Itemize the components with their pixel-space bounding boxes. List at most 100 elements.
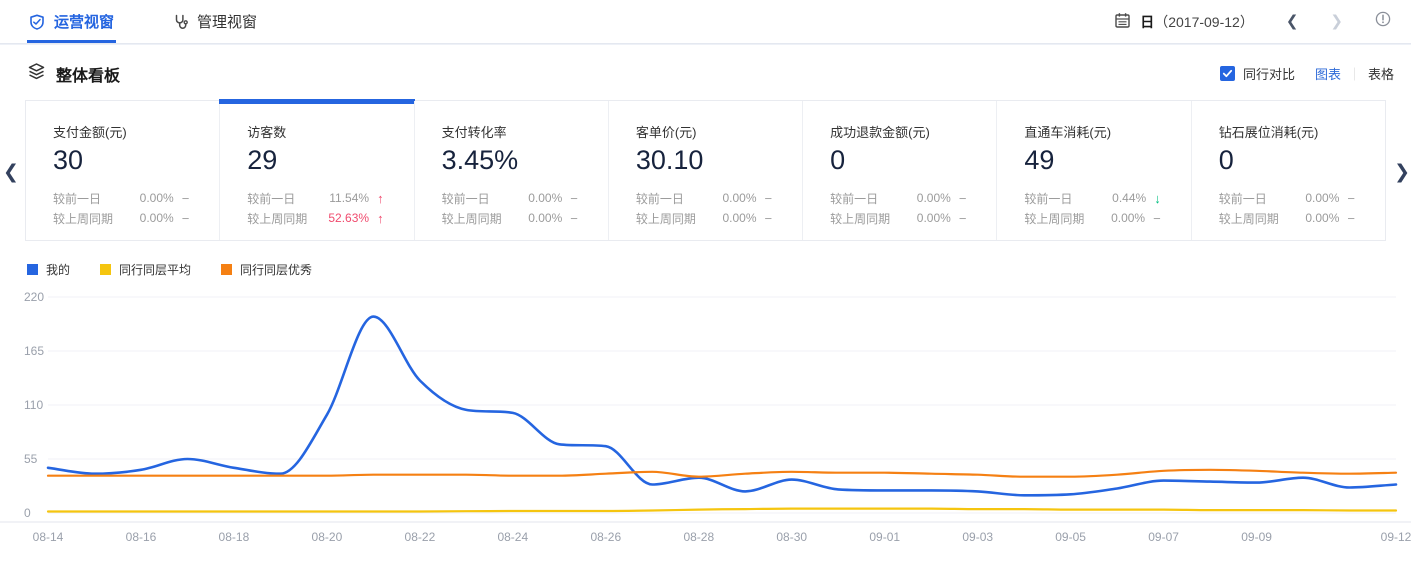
x-tick-label: 08-16 [126,530,157,544]
kpi-card-4[interactable]: 客单价(元) 30.10 较前一日 0.00% − 较上周同期 0.00% − [607,101,802,240]
trend-up-icon: ↑ [377,190,384,206]
trend-up-icon: ↑ [377,210,384,226]
series-line-3 [46,468,1398,478]
x-tick-label: 08-22 [405,530,436,544]
stat-label: 较前一日 [247,191,296,206]
stat-row: 较上周同期 0.00% − [636,208,788,228]
trend-flat-icon: − [958,210,967,226]
stat-row: 较上周同期 52.63% ↑ [247,208,399,228]
stat-value: 0.00% [1111,211,1146,225]
card-title: 钻石展位消耗(元) [1218,125,1319,140]
stat-label: 较前一日 [830,191,879,206]
stat-row: 较前一日 0.00% − [53,188,205,208]
card-value: 30.10 [635,145,704,175]
kpi-cards: 支付金额(元) 30 较前一日 0.00% − 较上周同期 0.00% − 访客数 29 较前一日 1… [25,99,1386,241]
board-title: 整体看板 [27,62,120,86]
card-value: 3.45% [441,145,519,175]
legend-item-2[interactable]: 同行同层平均 [100,261,191,278]
stat-label: 较前一日 [53,191,102,206]
trend-flat-icon: − [570,190,578,206]
trend-flat-icon: − [764,210,773,226]
trend-flat-icon: − [181,210,190,226]
x-tick-label: 09-07 [1148,530,1179,544]
trend-flat-icon: − [764,190,773,206]
tab-management-view[interactable]: 管理视窗 [170,0,259,43]
tab-operations-view[interactable]: 运营视窗 [27,0,116,43]
cards-scroll-right-button[interactable]: ❯ [1394,162,1410,183]
stat-label: 较上周同期 [830,211,891,226]
legend-label: 同行同层平均 [119,263,192,277]
stat-value: 0.00% [528,211,563,225]
stat-row: 较上周同期 0.00% − [830,208,982,228]
board-header-row: 整体看板 同行对比 图表 ｜ 表格 [0,44,1411,100]
stat-row: 较前一日 0.00% − [830,188,982,208]
kpi-card-6[interactable]: 直通车消耗(元) 49 较前一日 0.44% ↓ 较上周同期 0.00% − [996,101,1190,240]
stat-value: 0.44% [1112,191,1147,205]
card-value: 30 [53,145,84,175]
stat-row: 较前一日 11.54% ↑ [247,188,399,208]
x-tick-label: 09-09 [1241,530,1272,544]
legend-item-1[interactable]: 我的 [27,261,70,278]
x-tick-label: 08-30 [776,530,807,544]
card-stats: 较前一日 0.00% − 较上周同期 0.00% − [53,188,205,228]
card-stats: 较前一日 0.00% − 较上周同期 0.00% − [442,188,594,228]
stat-value: 52.63% [328,211,370,225]
stat-label: 较上周同期 [247,211,308,226]
stat-value: 0.00% [916,211,951,225]
stat-label: 较上周同期 [1024,211,1085,226]
card-stats: 较前一日 0.44% ↓ 较上周同期 0.00% − [1024,188,1176,228]
stethoscope-icon [172,14,188,30]
kpi-card-5[interactable]: 成功退款金额(元) 0 较前一日 0.00% − 较上周同期 0.00% − [802,101,996,240]
card-title: 支付金额(元) [53,125,127,140]
kpi-card-3[interactable]: 支付转化率 3.45% 较前一日 0.00% − 较上周同期 0.00% − [413,101,608,240]
x-tick-label: 08-28 [683,530,714,544]
card-value: 0 [1218,145,1234,175]
view-table-link[interactable]: 表格 [1367,67,1394,82]
prev-date-button[interactable]: ❮ [1285,13,1299,30]
info-icon[interactable] [1375,11,1391,32]
y-tick-label: 55 [24,452,38,466]
x-tick-label: 09-05 [1055,530,1086,544]
stat-label: 较上周同期 [53,211,114,226]
y-tick-label: 165 [24,344,44,358]
tab-label: 管理视窗 [197,14,258,31]
x-tick-label: 08-18 [219,530,250,544]
card-value: 29 [247,145,278,175]
stat-row: 较上周同期 0.00% − [1219,208,1371,228]
x-tick-label: 09-01 [869,530,900,544]
y-tick-label: 0 [24,506,31,520]
board-controls: 同行对比 图表 ｜ 表格 [1219,64,1394,83]
y-tick-label: 220 [24,290,44,304]
stat-value: 0.00% [1305,211,1340,225]
stat-value: 0.00% [1305,191,1340,205]
kpi-card-1[interactable]: 支付金额(元) 30 较前一日 0.00% − 较上周同期 0.00% − [26,101,219,240]
view-chart-link[interactable]: 图表 [1314,67,1341,82]
card-title: 成功退款金额(元) [830,125,930,140]
header-controls: 日（2017-09-12） ❮ ❯ [1114,0,1391,43]
kpi-card-2[interactable]: 访客数 29 较前一日 11.54% ↑ 较上周同期 52.63% ↑ [219,99,415,240]
next-date-button[interactable]: ❯ [1330,13,1343,30]
stat-row: 较上周同期 0.00% − [1024,208,1176,228]
stat-value: 0.00% [916,191,951,205]
card-title: 支付转化率 [441,125,507,140]
date-picker[interactable]: 日（2017-09-12） [1114,12,1254,32]
stat-label: 较前一日 [441,191,490,206]
cards-scroll-left-button[interactable]: ❮ [3,162,19,183]
legend-swatch-icon [27,264,38,275]
trend-flat-icon: − [1153,210,1161,226]
card-title: 访客数 [247,125,287,140]
calendar-icon [1114,12,1131,32]
legend-swatch-icon [100,264,112,275]
trend-flat-icon: − [958,190,967,206]
stat-row: 较前一日 0.44% ↓ [1024,188,1176,208]
peer-compare-label[interactable]: 同行对比 [1242,67,1295,82]
card-stats: 较前一日 0.00% − 较上周同期 0.00% − [636,188,788,228]
stat-value: 0.00% [139,191,174,205]
stat-row: 较前一日 0.00% − [442,188,594,208]
legend-item-3[interactable]: 同行同层优秀 [221,261,312,278]
peer-compare-checkbox[interactable] [1219,66,1235,81]
kpi-card-7[interactable]: 钻石展位消耗(元) 0 较前一日 0.00% − 较上周同期 0.00% − [1190,101,1385,240]
stat-row: 较前一日 0.00% − [1219,188,1371,208]
stat-value: 0.00% [722,191,757,205]
